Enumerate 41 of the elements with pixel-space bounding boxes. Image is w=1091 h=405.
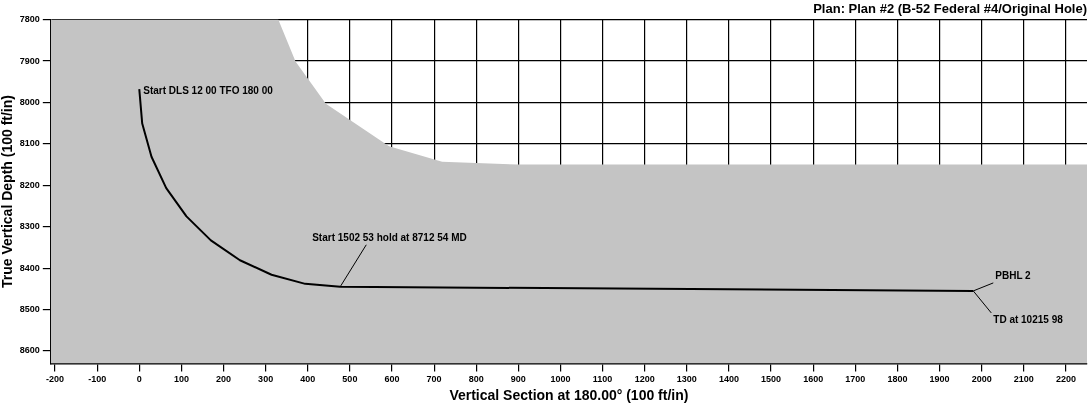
x-tick-label: 1300: [676, 374, 697, 385]
x-tick-label: 200: [216, 374, 232, 385]
x-tick-label: 1700: [845, 374, 866, 385]
y-axis-title: True Vertical Depth (100 ft/in): [0, 95, 16, 288]
x-tick-label: 2200: [1055, 374, 1076, 385]
y-tick-label: 8200: [19, 179, 40, 190]
x-tick-label: 1500: [761, 374, 782, 385]
y-tick-label: 7900: [19, 55, 40, 66]
x-tick-label: 900: [510, 374, 526, 385]
x-tick-label: 600: [384, 374, 400, 385]
y-tick-label: 8600: [19, 345, 40, 356]
x-tick-label: 500: [342, 374, 358, 385]
x-tick-label: 700: [426, 374, 442, 385]
x-tick-label: 0: [136, 374, 142, 385]
x-tick-label: 100: [173, 374, 189, 385]
annotation: Start DLS 12 00 TFO 180 00: [143, 84, 274, 96]
x-tick-label: 2000: [971, 374, 992, 385]
x-tick-label: 800: [468, 374, 484, 385]
x-tick-label: -200: [46, 374, 65, 385]
y-tick-label: 7800: [19, 14, 40, 25]
x-tick-label: 400: [300, 374, 316, 385]
x-tick-label: 1000: [550, 374, 571, 385]
x-tick-label: 1900: [929, 374, 950, 385]
y-tick-label: 8000: [19, 96, 40, 107]
x-tick-label: 300: [258, 374, 274, 385]
annotation: PBHL 2: [995, 269, 1032, 281]
x-axis-title: Vertical Section at 180.00° (100 ft/in): [449, 387, 689, 404]
y-tick-label: 8100: [19, 138, 40, 149]
x-tick-label: 2100: [1013, 374, 1034, 385]
chart-title: Plan: Plan #2 (B-52 Federal #4/Original Hole): [813, 1, 1087, 17]
x-tick-label: 1100: [592, 374, 613, 385]
x-tick-label: 1200: [634, 374, 655, 385]
y-tick-label: 8300: [19, 221, 40, 232]
annotation: TD at 10215 98: [993, 313, 1064, 325]
x-tick-label: 1800: [887, 374, 908, 385]
y-tick-label: 8400: [19, 262, 40, 273]
annotation: Start 1502 53 hold at 8712 54 MD: [312, 231, 467, 243]
x-tick-label: 1400: [718, 374, 739, 385]
x-tick-label: 1600: [803, 374, 824, 385]
x-tick-label: -100: [88, 374, 107, 385]
y-tick-label: 8500: [19, 304, 40, 315]
